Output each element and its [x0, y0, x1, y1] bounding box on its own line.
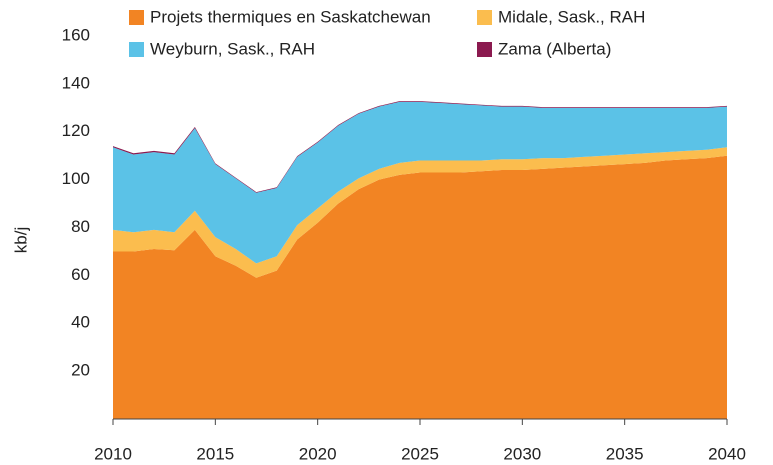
y-tick-label: 20	[71, 361, 90, 380]
x-tick-label: 2025	[401, 444, 439, 463]
y-tick-label: 80	[71, 217, 90, 236]
legend-label: Weyburn, Sask., RAH	[150, 39, 315, 58]
y-tick-label: 100	[62, 169, 90, 188]
x-tick-label: 2035	[606, 444, 644, 463]
x-tick-label: 2040	[708, 444, 746, 463]
legend-swatch	[477, 42, 492, 57]
legend-label: Midale, Sask., RAH	[498, 7, 645, 26]
y-tick-label: 140	[62, 73, 90, 92]
area	[113, 101, 727, 264]
legend-swatch	[129, 10, 144, 25]
area	[113, 147, 727, 278]
legend-label: Zama (Alberta)	[498, 39, 611, 58]
x-tick-label: 2010	[94, 444, 132, 463]
legend-swatch	[477, 10, 492, 25]
x-tick-label: 2015	[196, 444, 234, 463]
area	[113, 155, 727, 419]
y-tick-label: 120	[62, 121, 90, 140]
y-tick-label: 60	[71, 265, 90, 284]
x-tick-label: 2020	[299, 444, 337, 463]
legend-label: Projets thermiques en Saskatchewan	[150, 7, 431, 26]
y-axis-label: kb/j	[11, 227, 30, 253]
y-tick-label: 160	[62, 25, 90, 44]
x-tick-label: 2030	[503, 444, 541, 463]
y-tick-label: 40	[71, 313, 90, 332]
legend-swatch	[129, 42, 144, 57]
